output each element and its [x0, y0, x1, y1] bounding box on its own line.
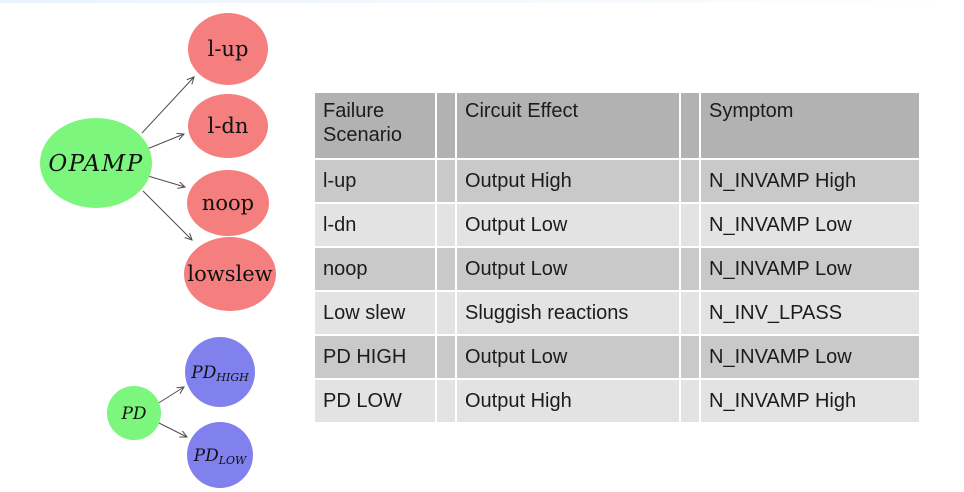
cell-effect: Output High	[457, 380, 679, 422]
ldn-node-label: l-dn	[208, 114, 249, 138]
pd-low-node	[187, 422, 253, 488]
pd-low-base: PD	[193, 446, 219, 466]
cell-spacer	[437, 380, 455, 422]
cell-scenario: noop	[315, 248, 435, 290]
cell-symptom: N_INVAMP High	[701, 380, 919, 422]
edge-opamp-lowslew	[142, 190, 192, 240]
cell-spacer	[681, 336, 699, 378]
noop-node-label: noop	[202, 191, 254, 215]
table-row: l-up Output High N_INVAMP High	[315, 160, 919, 202]
cell-symptom: N_INV_LPASS	[701, 292, 919, 334]
cell-spacer	[437, 336, 455, 378]
cell-effect: Output Low	[457, 204, 679, 246]
pd-low-node-label: PDLOW	[193, 446, 248, 467]
header-symptom: Symptom	[701, 93, 919, 158]
header-spacer-1	[437, 93, 455, 158]
cell-scenario: PD HIGH	[315, 336, 435, 378]
table-row: Low slew Sluggish reactions N_INV_LPASS	[315, 292, 919, 334]
table-row: l-dn Output Low N_INVAMP Low	[315, 204, 919, 246]
top-strip	[0, 0, 964, 3]
cell-effect: Output Low	[457, 248, 679, 290]
cell-effect: Sluggish reactions	[457, 292, 679, 334]
header-spacer-2	[681, 93, 699, 158]
cell-effect: Output Low	[457, 336, 679, 378]
cell-spacer	[437, 248, 455, 290]
lup-node	[188, 13, 268, 85]
table-row: PD HIGH Output Low N_INVAMP Low	[315, 336, 919, 378]
edge-opamp-ldn	[146, 134, 184, 150]
table-row: PD LOW Output High N_INVAMP High	[315, 380, 919, 422]
cell-spacer	[437, 160, 455, 202]
opamp-node-label: OPAMP	[48, 151, 143, 177]
lowslew-node	[184, 237, 276, 311]
cell-spacer	[681, 380, 699, 422]
cell-scenario: Low slew	[315, 292, 435, 334]
pd-edges	[156, 387, 187, 437]
cell-spacer	[681, 292, 699, 334]
cell-scenario: l-up	[315, 160, 435, 202]
lowslew-node-label: lowslew	[187, 262, 272, 286]
cell-scenario: l-dn	[315, 204, 435, 246]
noop-node	[187, 170, 269, 236]
pd-node-label: PD	[120, 404, 146, 424]
edge-pd-high	[156, 387, 184, 405]
pd-high-node-label: PDHIGH	[190, 363, 249, 384]
cell-symptom: N_INVAMP Low	[701, 248, 919, 290]
cell-spacer	[437, 204, 455, 246]
failure-scenario-table: Failure Scenario Circuit Effect Symptom …	[313, 91, 921, 424]
edge-opamp-noop	[147, 175, 185, 187]
table-header-row: Failure Scenario Circuit Effect Symptom	[315, 93, 919, 158]
pd-high-base: PD	[190, 363, 216, 383]
lup-node-label: l-up	[208, 37, 249, 61]
cell-spacer	[681, 160, 699, 202]
cell-scenario: PD LOW	[315, 380, 435, 422]
pd-high-node	[185, 337, 255, 407]
cell-symptom: N_INVAMP Low	[701, 204, 919, 246]
header-failure-scenario: Failure Scenario	[315, 93, 435, 158]
cell-symptom: N_INVAMP High	[701, 160, 919, 202]
cell-spacer	[681, 204, 699, 246]
pd-high-subscript: HIGH	[215, 371, 249, 384]
cell-symptom: N_INVAMP Low	[701, 336, 919, 378]
header-circuit-effect: Circuit Effect	[457, 93, 679, 158]
opamp-edges	[141, 77, 194, 240]
cell-spacer	[681, 248, 699, 290]
table-row: noop Output Low N_INVAMP Low	[315, 248, 919, 290]
opamp-node	[40, 118, 152, 208]
edge-pd-low	[156, 421, 187, 437]
edge-opamp-lup	[141, 77, 194, 134]
pd-node	[107, 386, 161, 440]
ldn-node	[188, 94, 268, 158]
cell-spacer	[437, 292, 455, 334]
cell-effect: Output High	[457, 160, 679, 202]
pd-low-subscript: LOW	[218, 454, 248, 467]
fault-tree-diagram: OPAMP l-up l-dn noop lowslew PD PDHIGH P…	[40, 13, 276, 488]
